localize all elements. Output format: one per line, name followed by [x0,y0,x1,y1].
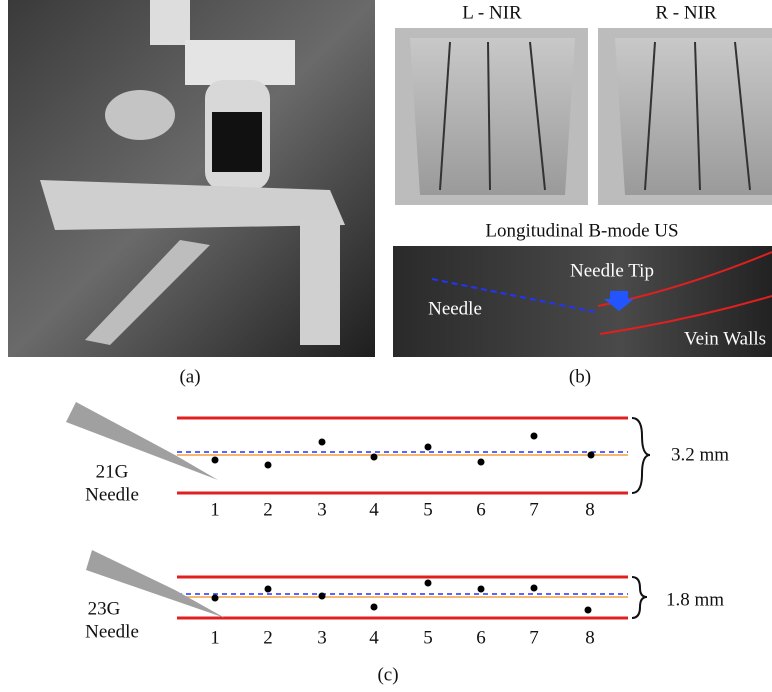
vein-diagram [66,402,650,493]
position-label: 5 [423,627,433,648]
image-label: R - NIR [655,2,717,23]
position-label: 4 [369,627,379,648]
position-label: 8 [585,499,595,520]
position-label: 8 [585,627,595,648]
caption: (c) [377,664,398,685]
caption: (b) [569,366,591,387]
position-label: 5 [423,499,433,520]
position-label: 1 [210,499,220,520]
position-label: 3 [317,499,327,520]
gauge-label: Needle [85,621,139,642]
position-label: 7 [529,499,539,520]
width-label: 3.2 mm [671,444,729,465]
gauge-label: 23G [88,598,121,619]
robot-photo [8,0,375,357]
caption: (a) [179,366,200,387]
width-label: 1.8 mm [666,589,724,610]
gauge-label: Needle [85,484,139,505]
vein-diagram [86,550,647,618]
image-label: Longitudinal B-mode US [485,220,678,241]
gauge-label: 21G [96,461,129,482]
annotation: Needle [428,298,482,319]
position-label: 6 [476,499,486,520]
position-label: 2 [263,627,273,648]
position-label: 2 [263,499,273,520]
position-label: 1 [210,627,220,648]
image-label: L - NIR [462,2,522,23]
page: (a) L - NIR R - NIR Longitudinal B-mode … [0,0,772,692]
figure: (a) L - NIR R - NIR Longitudinal B-mode … [0,0,772,692]
nir-images [395,28,772,205]
position-label: 3 [317,627,327,648]
position-label: 6 [476,627,486,648]
annotation: Vein Walls [684,328,766,349]
annotation: Needle Tip [570,260,654,281]
position-label: 7 [529,627,539,648]
position-label: 4 [369,499,379,520]
